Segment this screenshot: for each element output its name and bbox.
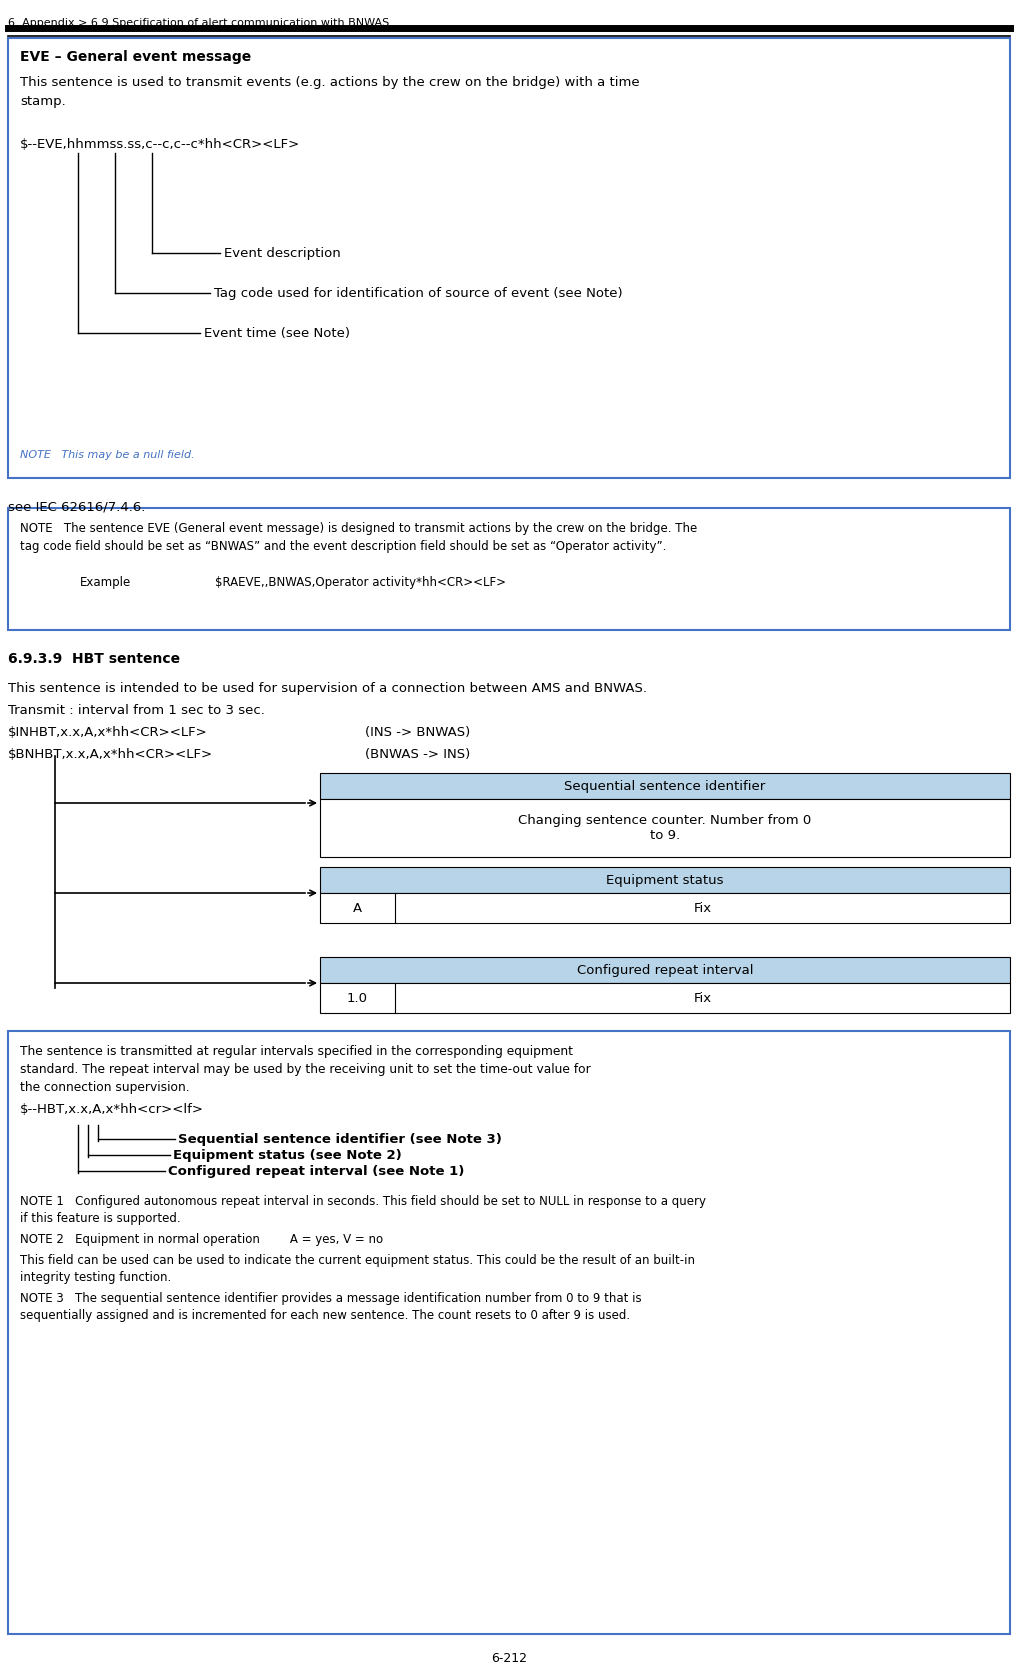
Text: NOTE   This may be a null field.: NOTE This may be a null field. [20, 450, 194, 460]
Text: the connection supervision.: the connection supervision. [20, 1080, 189, 1094]
Text: Fix: Fix [693, 902, 712, 916]
Text: A: A [353, 902, 362, 916]
Text: (BNWAS -> INS): (BNWAS -> INS) [365, 748, 470, 761]
Text: NOTE 1   Configured autonomous repeat interval in seconds. This field should be : NOTE 1 Configured autonomous repeat inte… [20, 1195, 706, 1208]
Bar [320, 773, 1010, 799]
Text: The sentence is transmitted at regular intervals specified in the corresponding : The sentence is transmitted at regular i… [20, 1045, 573, 1059]
Text: Fix: Fix [693, 992, 712, 1006]
Bar [8, 1030, 1010, 1634]
Text: tag code field should be set as “BNWAS” and the event description field should b: tag code field should be set as “BNWAS” … [20, 540, 667, 553]
Text: Configured repeat interval: Configured repeat interval [577, 964, 753, 977]
Text: Configured repeat interval (see Note 1): Configured repeat interval (see Note 1) [168, 1165, 464, 1178]
Text: Sequential sentence identifier (see Note 3): Sequential sentence identifier (see Note… [178, 1133, 502, 1147]
Text: 6. Appendix > 6.9 Specification of alert communication with BNWAS: 6. Appendix > 6.9 Specification of alert… [8, 18, 389, 28]
Text: $--EVE,hhmmss.ss,c--c,c--c*hh<CR><LF>: $--EVE,hhmmss.ss,c--c,c--c*hh<CR><LF> [20, 138, 300, 151]
Text: Equipment status (see Note 2): Equipment status (see Note 2) [173, 1148, 402, 1162]
Text: Sequential sentence identifier: Sequential sentence identifier [564, 779, 766, 793]
Text: 1.0: 1.0 [347, 992, 367, 1006]
Bar [8, 38, 1010, 479]
Text: 6.9.3.9  HBT sentence: 6.9.3.9 HBT sentence [8, 652, 180, 666]
Text: Transmit : interval from 1 sec to 3 sec.: Transmit : interval from 1 sec to 3 sec. [8, 705, 265, 716]
Text: $RAEVE,,BNWAS,Operator activity*hh<CR><LF>: $RAEVE,,BNWAS,Operator activity*hh<CR><L… [215, 577, 506, 588]
Text: This field can be used can be used to indicate the current equipment status. Thi: This field can be used can be used to in… [20, 1255, 695, 1266]
Text: This sentence is used to transmit events (e.g. actions by the crew on the bridge: This sentence is used to transmit events… [20, 76, 639, 90]
Text: Event description: Event description [224, 248, 341, 259]
Text: NOTE 3   The sequential sentence identifier provides a message identification nu: NOTE 3 The sequential sentence identifie… [20, 1291, 641, 1305]
Text: $--HBT,x.x,A,x*hh<cr><lf>: $--HBT,x.x,A,x*hh<cr><lf> [20, 1104, 204, 1115]
Text: $INHBT,x.x,A,x*hh<CR><LF>: $INHBT,x.x,A,x*hh<CR><LF> [8, 726, 208, 740]
Bar [320, 892, 1010, 922]
Text: see IEC 62616/7.4.6.: see IEC 62616/7.4.6. [8, 500, 146, 514]
Text: EVE – General event message: EVE – General event message [20, 50, 251, 65]
Text: Event time (see Note): Event time (see Note) [204, 327, 350, 341]
Bar [320, 982, 1010, 1014]
Text: Example: Example [80, 577, 131, 588]
Text: This sentence is intended to be used for supervision of a connection between AMS: This sentence is intended to be used for… [8, 681, 647, 695]
Bar [320, 957, 1010, 982]
Text: NOTE 2   Equipment in normal operation        A = yes, V = no: NOTE 2 Equipment in normal operation A =… [20, 1233, 383, 1246]
Text: Changing sentence counter. Number from 0
to 9.: Changing sentence counter. Number from 0… [518, 814, 811, 843]
Text: stamp.: stamp. [20, 95, 66, 108]
Bar [320, 868, 1010, 892]
Text: sequentially assigned and is incremented for each new sentence. The count resets: sequentially assigned and is incremented… [20, 1310, 630, 1321]
Text: $BNHBT,x.x,A,x*hh<CR><LF>: $BNHBT,x.x,A,x*hh<CR><LF> [8, 748, 213, 761]
Text: integrity testing function.: integrity testing function. [20, 1271, 171, 1285]
Bar [320, 799, 1010, 858]
Text: NOTE   The sentence EVE (General event message) is designed to transmit actions : NOTE The sentence EVE (General event mes… [20, 522, 697, 535]
Text: standard. The repeat interval may be used by the receiving unit to set the time-: standard. The repeat interval may be use… [20, 1064, 590, 1075]
Bar [8, 509, 1010, 630]
Text: 6-212: 6-212 [491, 1652, 527, 1662]
Text: (INS -> BNWAS): (INS -> BNWAS) [365, 726, 470, 740]
Text: Tag code used for identification of source of event (see Note): Tag code used for identification of sour… [214, 288, 623, 301]
Text: Equipment status: Equipment status [607, 874, 724, 888]
Text: if this feature is supported.: if this feature is supported. [20, 1212, 180, 1225]
